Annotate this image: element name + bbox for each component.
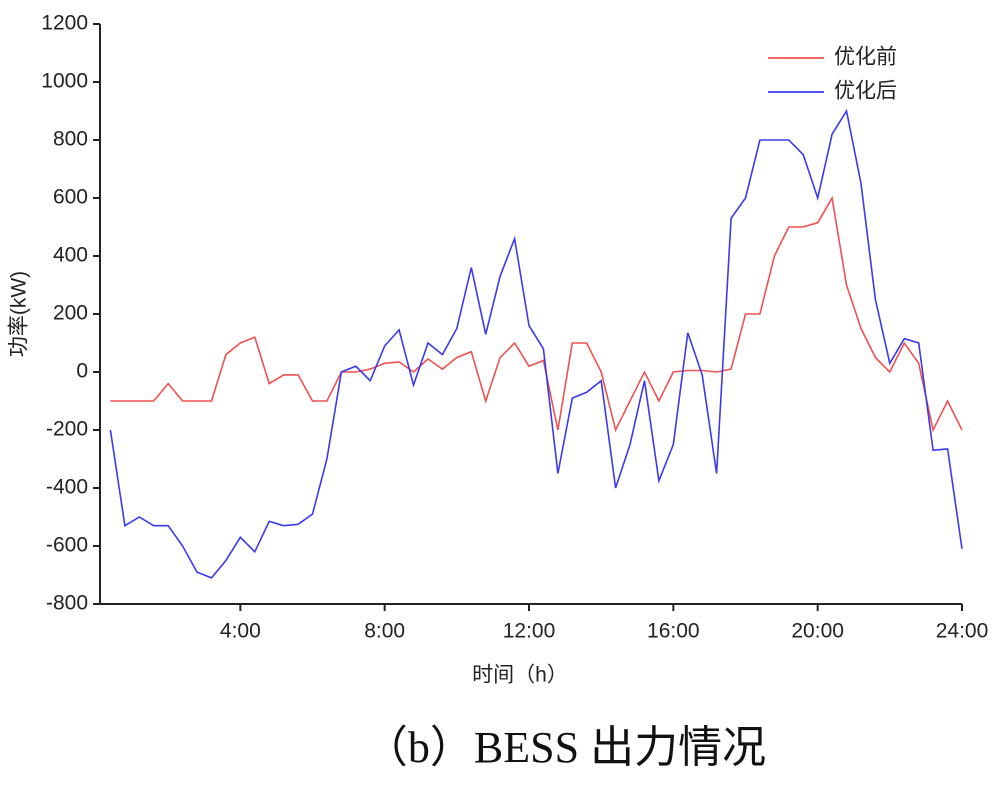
caption: （b）BESS 出力情况 <box>364 723 766 772</box>
x-tick-label: 12:00 <box>503 620 556 643</box>
series-line <box>110 195 963 433</box>
y-tick-label: 200 <box>53 302 88 325</box>
x-tick-label: 8:00 <box>364 620 405 643</box>
y-tick-label: 600 <box>53 186 88 209</box>
y-tick-label: -400 <box>46 476 88 499</box>
x-tick-label: 16:00 <box>647 620 700 643</box>
y-tick-label: 800 <box>53 128 88 151</box>
series-line <box>109 108 963 579</box>
y-tick-label: -800 <box>46 592 88 615</box>
y-tick-label: 1200 <box>41 12 88 35</box>
y-tick-label: 0 <box>76 360 88 383</box>
y-tick-label: -200 <box>46 418 88 441</box>
legend-label: 优化前 <box>834 46 897 69</box>
y-axis-label: 功率(kW) <box>8 271 31 357</box>
y-tick-label: -600 <box>46 534 88 557</box>
legend-label: 优化后 <box>834 80 897 103</box>
y-tick-label: 400 <box>53 244 88 267</box>
x-tick-label: 20:00 <box>791 620 844 643</box>
x-tick-label: 24:00 <box>936 620 989 643</box>
x-axis-label: 时间（h） <box>472 664 568 687</box>
x-tick-label: 4:00 <box>220 620 261 643</box>
y-tick-label: 1000 <box>41 70 88 93</box>
